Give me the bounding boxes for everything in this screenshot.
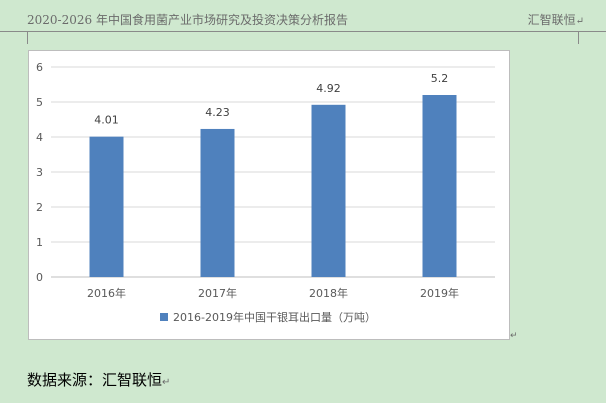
header-rule (0, 31, 606, 32)
y-tick-label: 3 (36, 166, 43, 179)
bar (89, 136, 124, 277)
data-source-text: 数据来源：汇智联恒 (27, 371, 163, 389)
bar (422, 95, 457, 277)
bar (200, 128, 235, 277)
bar (311, 104, 346, 277)
y-tick-label: 5 (36, 96, 43, 109)
bar-chart: 0 1 2 3 4 5 6 4.01 2016年 4.23 2017年 4.92 2018年 5.2 201… (36, 61, 495, 324)
data-label: 4.92 (316, 82, 341, 95)
page-header: 2020-2026 年中国食用菌产业市场研究及投资决策分析报告 汇智联恒↵ (0, 0, 606, 32)
y-tick-label: 2 (36, 201, 43, 214)
y-tick-label: 1 (36, 236, 43, 249)
header-title: 2020-2026 年中国食用菌产业市场研究及投资决策分析报告 (27, 13, 348, 27)
data-label: 4.23 (205, 106, 230, 119)
legend-label: 2016-2019年中国干银耳出口量（万吨） (173, 310, 376, 324)
paragraph-mark: ↵ (162, 377, 171, 388)
header-brand-text: 汇智联恒 (527, 13, 576, 27)
x-tick-label: 2018年 (309, 286, 348, 300)
data-label: 4.01 (94, 114, 119, 127)
chart-container: 0 1 2 3 4 5 6 4.01 2016年 4.23 2017年 4.92 2018年 5.2 201… (28, 50, 510, 340)
y-tick-label: 6 (36, 61, 43, 74)
y-tick-label: 0 (36, 271, 43, 284)
header-brand: 汇智联恒↵ (528, 11, 584, 28)
data-source-note: 数据来源：汇智联恒↵ (27, 369, 170, 390)
margin-corner-right (578, 32, 579, 44)
margin-corner-left (27, 32, 28, 44)
paragraph-mark: ↵ (510, 331, 518, 341)
legend-swatch (160, 313, 168, 321)
y-tick-label: 4 (36, 131, 43, 144)
x-tick-label: 2019年 (420, 286, 459, 300)
data-label: 5.2 (431, 72, 449, 85)
x-tick-label: 2016年 (87, 286, 126, 300)
paragraph-mark: ↵ (575, 16, 584, 27)
x-tick-label: 2017年 (198, 286, 237, 300)
